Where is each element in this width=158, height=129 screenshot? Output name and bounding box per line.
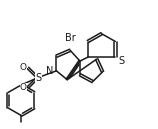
Text: N: N (46, 66, 53, 76)
Text: S: S (118, 56, 124, 66)
Text: S: S (35, 73, 41, 83)
Text: O: O (20, 63, 27, 72)
Text: O: O (20, 83, 27, 92)
Text: Br: Br (65, 33, 76, 43)
